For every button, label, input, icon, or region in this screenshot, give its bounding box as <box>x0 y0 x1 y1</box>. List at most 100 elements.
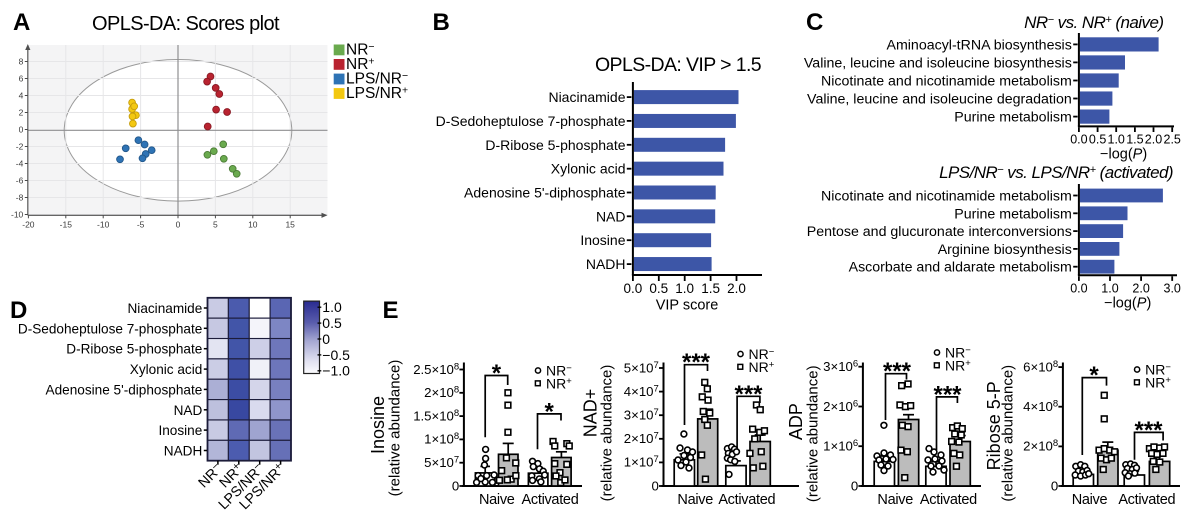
svg-text:6×108: 6×108 <box>1023 359 1058 375</box>
svg-text:*: * <box>492 360 502 387</box>
svg-text:0: 0 <box>1051 478 1058 493</box>
svg-text:Nicotinate and nicotinamide me: Nicotinate and nicotinamide metabolism <box>821 189 1072 205</box>
svg-text:Valine, leucine and isoleucine: Valine, leucine and isoleucine biosynthe… <box>804 55 1072 71</box>
svg-text:0.0: 0.0 <box>1070 133 1087 147</box>
svg-text:15: 15 <box>285 219 295 229</box>
svg-text:0: 0 <box>322 331 330 347</box>
svg-text:NADH: NADH <box>164 444 203 459</box>
svg-text:0: 0 <box>176 219 181 229</box>
svg-text:−log(P): −log(P) <box>1100 147 1147 163</box>
svg-text:E: E <box>383 297 399 324</box>
svg-text:0.0: 0.0 <box>1070 281 1087 295</box>
svg-text:(relative abundance): (relative abundance) <box>999 365 1016 502</box>
svg-text:(relative abundance): (relative abundance) <box>805 365 822 502</box>
svg-text:NR−: NR− <box>945 345 971 361</box>
svg-text:*: * <box>545 398 555 425</box>
svg-text:0: 0 <box>452 478 459 493</box>
svg-text:D-Sedoheptulose 7-phosphate: D-Sedoheptulose 7-phosphate <box>18 321 202 336</box>
svg-text:5: 5 <box>213 219 218 229</box>
svg-text:1.0: 1.0 <box>675 281 694 296</box>
svg-text:NADH: NADH <box>586 256 626 272</box>
svg-text:2: 2 <box>19 108 24 118</box>
svg-text:NR−: NR− <box>749 346 775 362</box>
svg-text:D: D <box>10 297 27 324</box>
svg-text:(relative abundance): (relative abundance) <box>387 360 404 497</box>
svg-text:-15: -15 <box>60 219 73 229</box>
svg-text:NR−: NR− <box>1145 362 1171 378</box>
svg-text:0.5: 0.5 <box>322 315 342 331</box>
svg-text:8: 8 <box>19 57 24 67</box>
svg-text:6: 6 <box>19 74 24 84</box>
svg-text:D-Sedoheptulose 7-phosphate: D-Sedoheptulose 7-phosphate <box>436 113 626 129</box>
svg-text:−0.5: −0.5 <box>322 347 350 363</box>
svg-text:1×106: 1×106 <box>823 438 858 454</box>
svg-text:Inosine: Inosine <box>580 232 625 248</box>
svg-text:Purine metabolism: Purine metabolism <box>954 206 1072 222</box>
svg-text:Pentose and glucuronate interc: Pentose and glucuronate interconversions <box>807 224 1072 240</box>
svg-text:1×108: 1×108 <box>424 431 459 447</box>
svg-text:Naive: Naive <box>1072 492 1108 508</box>
svg-text:D-Ribose 5-phosphate: D-Ribose 5-phosphate <box>485 137 625 153</box>
svg-text:2×106: 2×106 <box>823 398 858 414</box>
svg-text:2×107: 2×107 <box>624 431 659 447</box>
svg-text:Activated: Activated <box>1118 492 1175 508</box>
svg-text:NR−: NR− <box>546 363 572 379</box>
svg-text:−log(P): −log(P) <box>1104 296 1151 312</box>
svg-text:4×107: 4×107 <box>624 383 659 399</box>
svg-text:Adenosine 5'-diphosphate: Adenosine 5'-diphosphate <box>46 382 203 397</box>
svg-text:Naive: Naive <box>877 492 913 508</box>
svg-text:NR+: NR+ <box>346 56 375 74</box>
svg-text:Xylonic acid: Xylonic acid <box>551 161 626 177</box>
svg-text:NR+: NR+ <box>749 359 775 375</box>
svg-text:1×107: 1×107 <box>624 454 659 470</box>
svg-text:0: 0 <box>19 125 24 135</box>
svg-text:NR−: NR− <box>346 41 375 59</box>
svg-text:2.5×108: 2.5×108 <box>413 361 459 377</box>
svg-text:LPS/NR−: LPS/NR− <box>346 70 408 88</box>
svg-text:B: B <box>433 9 450 36</box>
svg-text:***: *** <box>682 349 711 376</box>
svg-text:(relative abundance): (relative abundance) <box>599 365 616 502</box>
svg-text:Nicotinate and nicotinamide me: Nicotinate and nicotinamide metabolism <box>821 74 1072 90</box>
svg-text:4×108: 4×108 <box>1023 399 1058 415</box>
svg-text:NR+: NR+ <box>945 358 971 374</box>
svg-text:***: *** <box>1134 417 1163 444</box>
svg-text:0: 0 <box>651 478 658 493</box>
svg-text:OPLS-DA: VIP > 1.5: OPLS-DA: VIP > 1.5 <box>595 54 762 76</box>
svg-text:Inosine: Inosine <box>158 423 202 438</box>
svg-text:1.5×108: 1.5×108 <box>413 408 459 424</box>
svg-text:Purine metabolism: Purine metabolism <box>954 110 1072 126</box>
svg-text:2×108: 2×108 <box>424 385 459 401</box>
svg-text:1.5: 1.5 <box>701 281 720 296</box>
svg-text:10: 10 <box>248 219 258 229</box>
svg-text:-6: -6 <box>16 176 24 186</box>
svg-text:2.5: 2.5 <box>1164 133 1181 147</box>
svg-text:Naive: Naive <box>677 492 713 508</box>
svg-text:Niacinamide: Niacinamide <box>548 89 625 105</box>
svg-text:A: A <box>13 9 30 36</box>
svg-text:3×107: 3×107 <box>624 407 659 423</box>
svg-text:Ribose 5-P: Ribose 5-P <box>984 381 1004 470</box>
svg-text:0.0: 0.0 <box>624 281 643 296</box>
svg-text:Niacinamide: Niacinamide <box>127 301 202 316</box>
svg-text:NAD+: NAD+ <box>581 389 601 438</box>
svg-text:Activated: Activated <box>522 492 579 508</box>
svg-text:-8: -8 <box>16 193 24 203</box>
svg-text:NR− vs. NR+ (naive): NR− vs. NR+ (naive) <box>1024 13 1163 32</box>
svg-text:Inosine: Inosine <box>368 396 388 454</box>
svg-text:-20: -20 <box>22 219 35 229</box>
svg-text:Valine, leucine and isoleucine: Valine, leucine and isoleucine degradati… <box>807 92 1072 108</box>
svg-text:OPLS-DA: Scores plot: OPLS-DA: Scores plot <box>92 13 280 35</box>
svg-text:2×108: 2×108 <box>1023 438 1058 454</box>
svg-text:NR+: NR+ <box>1145 375 1171 391</box>
svg-text:2.0: 2.0 <box>727 281 746 296</box>
svg-text:Xylonic acid: Xylonic acid <box>130 362 203 377</box>
svg-text:1.0: 1.0 <box>322 299 342 315</box>
svg-text:-5: -5 <box>137 219 145 229</box>
svg-text:NAD: NAD <box>174 403 203 418</box>
svg-text:3.0: 3.0 <box>1164 281 1181 295</box>
svg-text:Activated: Activated <box>718 492 775 508</box>
svg-text:LPS/NR− vs. LPS/NR+ (activated: LPS/NR− vs. LPS/NR+ (activated) <box>939 163 1173 182</box>
svg-text:2.0: 2.0 <box>1145 133 1162 147</box>
svg-text:-10: -10 <box>97 219 110 229</box>
